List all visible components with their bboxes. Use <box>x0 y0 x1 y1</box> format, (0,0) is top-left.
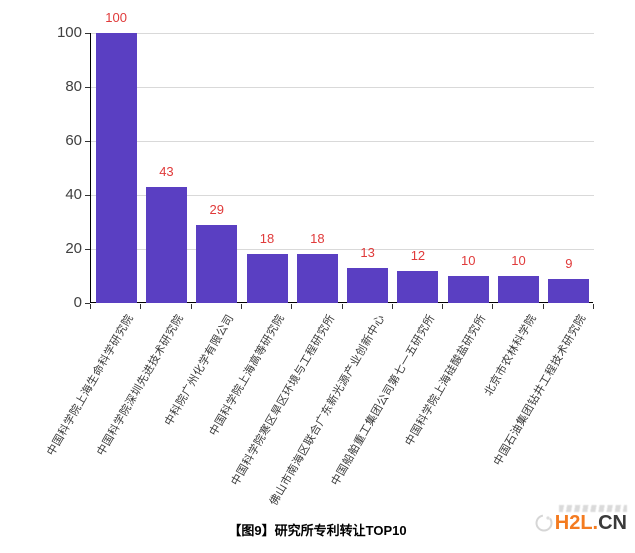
y-tick-label: 20 <box>65 240 82 257</box>
gridline <box>91 140 594 142</box>
bar <box>548 278 590 303</box>
value-label: 18 <box>259 231 275 247</box>
logo-swirl-icon <box>534 513 554 538</box>
watermark-faint-text <box>558 505 627 512</box>
y-tick-mark <box>85 249 90 250</box>
gridline <box>91 194 594 196</box>
x-tick-mark <box>593 304 594 309</box>
logo-text-primary: H2L <box>554 512 593 534</box>
x-tick-label: 中国科学院深圳先进技术研究院 <box>95 312 187 458</box>
x-tick-mark <box>391 304 393 309</box>
y-tick-label: 40 <box>65 186 82 203</box>
x-tick-mark <box>240 304 242 309</box>
y-tick-mark <box>85 87 90 88</box>
bar <box>397 270 439 303</box>
logo-text: H2L.CN <box>555 513 627 533</box>
gridline <box>91 248 594 250</box>
y-tick-label: 100 <box>56 24 82 41</box>
x-tick-mark <box>442 304 444 309</box>
x-tick-label: 中国石油集团钻井工程技术研究院 <box>492 312 589 468</box>
bar <box>196 224 238 303</box>
x-tick-mark <box>190 304 192 309</box>
x-tick-label: 北京市农林科学院 <box>482 312 539 399</box>
bar <box>145 186 187 303</box>
x-tick-mark <box>492 304 494 309</box>
plot-area: 100 43 29 18 18 13 12 10 10 9 <box>90 11 594 303</box>
y-tick-mark <box>85 303 90 304</box>
value-label: 10 <box>461 253 476 268</box>
y-tick-label: 0 <box>73 294 82 311</box>
y-tick-label: 80 <box>65 78 82 95</box>
bar <box>296 254 338 303</box>
value-label: 18 <box>310 231 325 247</box>
gridline <box>91 32 594 34</box>
bar <box>95 33 137 303</box>
bar <box>498 276 540 303</box>
bar <box>347 267 389 303</box>
y-tick-mark <box>85 195 90 196</box>
value-label: 100 <box>105 10 127 25</box>
y-tick-label: 60 <box>65 132 82 149</box>
x-tick-mark <box>542 304 544 309</box>
value-label: 12 <box>410 247 426 263</box>
value-label: 13 <box>360 244 375 260</box>
value-label: 9 <box>565 255 573 271</box>
h2l-logo: H2L.CN <box>534 505 627 538</box>
x-tick-label: 中国科学院寒区旱区环境与工程研究所 <box>229 312 338 488</box>
x-tick-label: 中国科学院上海生命科学研究院 <box>45 312 137 458</box>
value-label: 43 <box>159 163 174 179</box>
bar <box>246 254 288 303</box>
x-tick-mark <box>291 304 293 309</box>
logo-text-suffix: CN <box>598 512 627 534</box>
y-tick-mark <box>85 141 90 142</box>
value-label: 10 <box>511 253 526 268</box>
x-tick-mark <box>140 304 142 309</box>
logo-text-dot: . <box>592 512 599 534</box>
x-tick-mark <box>341 304 343 309</box>
y-tick-mark <box>85 33 90 34</box>
bar <box>447 276 489 303</box>
gridline <box>91 86 594 88</box>
value-label: 29 <box>209 201 224 217</box>
chart-title: 【图9】研究所专利转让TOP10 <box>228 523 407 538</box>
x-tick-mark <box>90 304 91 309</box>
x-tick-label: 中国船舶重工集团公司第七一五研究所 <box>329 312 438 488</box>
